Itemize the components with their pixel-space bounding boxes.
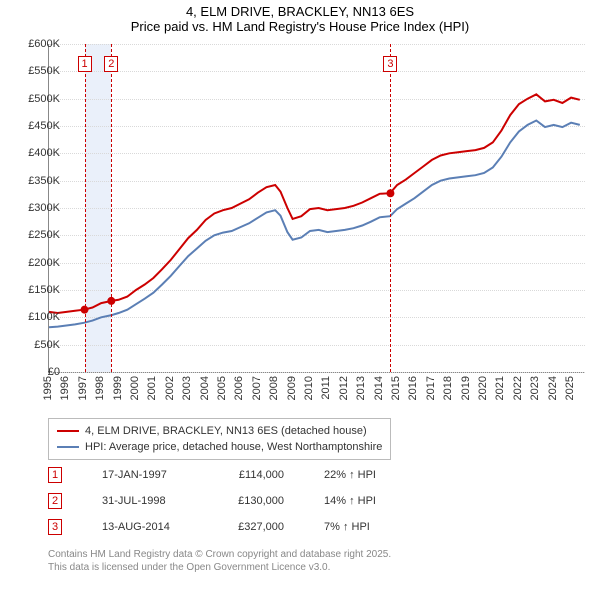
y-tick-label: £50K xyxy=(16,339,60,351)
event-price: £114,000 xyxy=(220,469,284,481)
legend-swatch xyxy=(57,430,79,432)
y-tick-label: £350K xyxy=(16,175,60,187)
x-tick-label: 1999 xyxy=(112,376,124,400)
event-date: 17-JAN-1997 xyxy=(102,469,180,481)
x-tick-label: 2025 xyxy=(564,376,576,400)
event-number-box: 3 xyxy=(48,519,62,535)
x-tick-label: 2015 xyxy=(390,376,402,400)
x-tick-label: 2019 xyxy=(460,376,472,400)
event-row: 1 17-JAN-1997 £114,000 22% ↑ HPI xyxy=(48,462,404,488)
x-tick-label: 2008 xyxy=(268,376,280,400)
y-tick-label: £450K xyxy=(16,120,60,132)
event-line xyxy=(390,44,391,372)
x-tick-label: 1995 xyxy=(42,376,54,400)
x-tick-label: 2018 xyxy=(442,376,454,400)
event-price: £327,000 xyxy=(220,521,284,533)
chart-container: 4, ELM DRIVE, BRACKLEY, NN13 6ES Price p… xyxy=(0,0,600,590)
x-tick-label: 2005 xyxy=(216,376,228,400)
event-pct: 7% ↑ HPI xyxy=(324,521,404,533)
x-tick-label: 2016 xyxy=(407,376,419,400)
x-tick-label: 2010 xyxy=(303,376,315,400)
y-tick-label: £150K xyxy=(16,284,60,296)
x-tick-label: 2021 xyxy=(494,376,506,400)
event-number-box: 2 xyxy=(104,56,118,72)
event-row: 3 13-AUG-2014 £327,000 7% ↑ HPI xyxy=(48,514,404,540)
event-pct: 14% ↑ HPI xyxy=(324,495,404,507)
x-tick-label: 2009 xyxy=(286,376,298,400)
series-line-price_paid xyxy=(49,94,580,313)
legend-item: HPI: Average price, detached house, West… xyxy=(57,439,382,455)
x-tick-label: 2006 xyxy=(233,376,245,400)
x-tick-label: 2004 xyxy=(199,376,211,400)
y-tick-label: £200K xyxy=(16,257,60,269)
event-row: 2 31-JUL-1998 £130,000 14% ↑ HPI xyxy=(48,488,404,514)
y-tick-label: £250K xyxy=(16,229,60,241)
legend-label: 4, ELM DRIVE, BRACKLEY, NN13 6ES (detach… xyxy=(85,423,367,439)
title-line2: Price paid vs. HM Land Registry's House … xyxy=(0,19,600,34)
x-tick-label: 1997 xyxy=(77,376,89,400)
y-tick-label: £100K xyxy=(16,311,60,323)
x-tick-label: 1998 xyxy=(94,376,106,400)
x-tick-label: 2000 xyxy=(129,376,141,400)
footer-line1: Contains HM Land Registry data © Crown c… xyxy=(48,548,391,561)
event-number-box: 3 xyxy=(383,56,397,72)
x-tick-label: 2011 xyxy=(320,376,332,400)
x-tick-label: 2014 xyxy=(373,376,385,400)
event-line xyxy=(111,44,112,372)
x-tick-label: 1996 xyxy=(59,376,71,400)
chart-title: 4, ELM DRIVE, BRACKLEY, NN13 6ES Price p… xyxy=(0,0,600,34)
y-tick-label: £400K xyxy=(16,147,60,159)
y-tick-label: £550K xyxy=(16,65,60,77)
title-line1: 4, ELM DRIVE, BRACKLEY, NN13 6ES xyxy=(0,4,600,19)
x-tick-label: 2001 xyxy=(146,376,158,400)
event-line xyxy=(85,44,86,372)
x-tick-label: 2002 xyxy=(164,376,176,400)
event-date: 31-JUL-1998 xyxy=(102,495,180,507)
event-number-box: 2 xyxy=(48,493,62,509)
footer: Contains HM Land Registry data © Crown c… xyxy=(48,548,391,574)
event-date: 13-AUG-2014 xyxy=(102,521,180,533)
plot-area xyxy=(48,44,585,373)
chart-svg xyxy=(49,44,585,372)
footer-line2: This data is licensed under the Open Gov… xyxy=(48,561,391,574)
gridline xyxy=(49,372,585,373)
x-tick-label: 2013 xyxy=(355,376,367,400)
x-tick-label: 2022 xyxy=(512,376,524,400)
events-table: 1 17-JAN-1997 £114,000 22% ↑ HPI 2 31-JU… xyxy=(48,462,404,540)
legend: 4, ELM DRIVE, BRACKLEY, NN13 6ES (detach… xyxy=(48,418,391,460)
event-pct: 22% ↑ HPI xyxy=(324,469,404,481)
event-price: £130,000 xyxy=(220,495,284,507)
y-tick-label: £600K xyxy=(16,38,60,50)
x-tick-label: 2003 xyxy=(181,376,193,400)
y-tick-label: £300K xyxy=(16,202,60,214)
legend-swatch xyxy=(57,446,79,448)
x-tick-label: 2023 xyxy=(529,376,541,400)
x-tick-label: 2007 xyxy=(251,376,263,400)
y-tick-label: £500K xyxy=(16,93,60,105)
event-number-box: 1 xyxy=(48,467,62,483)
legend-item: 4, ELM DRIVE, BRACKLEY, NN13 6ES (detach… xyxy=(57,423,382,439)
x-tick-label: 2017 xyxy=(425,376,437,400)
event-number-box: 1 xyxy=(78,56,92,72)
legend-label: HPI: Average price, detached house, West… xyxy=(85,439,382,455)
x-tick-label: 2020 xyxy=(477,376,489,400)
x-tick-label: 2012 xyxy=(338,376,350,400)
x-tick-label: 2024 xyxy=(547,376,559,400)
